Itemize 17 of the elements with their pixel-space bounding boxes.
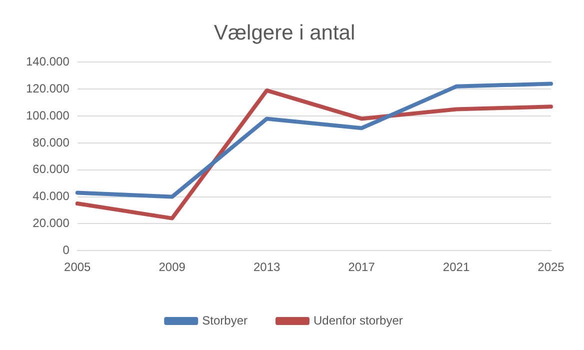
x-tick-label: 2005: [64, 260, 92, 274]
x-tick-label: 2025: [538, 260, 565, 274]
y-tick-label: 0: [62, 242, 70, 257]
y-tick-label: 140.000: [26, 54, 70, 69]
legend-label: Udenfor storbyer: [313, 313, 403, 328]
legend-label: Storbyer: [202, 313, 248, 328]
chart-title: Vælgere i antal: [214, 21, 356, 44]
x-tick-label: 2009: [158, 260, 186, 274]
x-tick-label: 2017: [348, 260, 376, 274]
y-tick-label: 60.000: [32, 162, 70, 176]
y-tick-label: 100.000: [26, 108, 70, 122]
y-tick-label: 20.000: [32, 216, 70, 230]
y-tick-label: 80.000: [32, 135, 70, 150]
y-tick-label: 40.000: [32, 189, 70, 204]
x-tick-label: 2013: [253, 260, 280, 274]
x-tick-label: 2021: [442, 260, 470, 274]
y-tick-label: 120.000: [26, 81, 70, 96]
